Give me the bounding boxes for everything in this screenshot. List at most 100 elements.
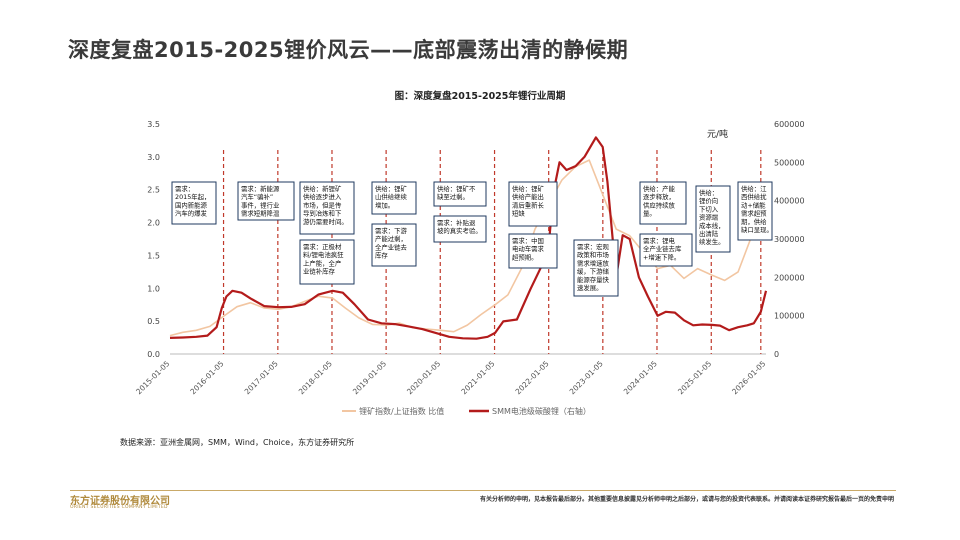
y-left-tick-label: 3.0 bbox=[147, 153, 160, 162]
y-right-tick-label: 600000 bbox=[774, 120, 805, 129]
annotation-text: 供给：产能 bbox=[643, 184, 676, 193]
series-line-lithium-carbonate bbox=[169, 136, 768, 340]
figure-caption: 图：深度复盘2015-2025年锂行业周期 bbox=[394, 91, 566, 102]
annotation-text: 下切入 bbox=[699, 205, 719, 213]
y-right-tick-label: 0 bbox=[774, 350, 779, 359]
annotation-box bbox=[371, 181, 417, 215]
annotation-box bbox=[639, 233, 693, 267]
y-left-tick-label: 0.5 bbox=[147, 317, 160, 326]
y-right-tick-label: 500000 bbox=[774, 158, 805, 167]
annotation-box bbox=[737, 181, 773, 241]
annotation-text: 供给： bbox=[699, 188, 718, 197]
annotation-text: 西供给扰 bbox=[741, 192, 767, 201]
disclaimer-text: 有关分析师的申明，见本报告最后部分。其他重要信息披露见分析师申明之后部分，或请与… bbox=[479, 496, 894, 503]
annotation-text: +增速下降。 bbox=[643, 252, 680, 261]
y-right-tick-label: 100000 bbox=[774, 312, 805, 321]
annotation-text: 2015年起， bbox=[175, 192, 210, 201]
annotation-text: 缺至过剩。 bbox=[437, 192, 469, 201]
annotation-text: 导到冶炼和下 bbox=[303, 209, 342, 218]
annotation-text: 需求短期降温 bbox=[241, 209, 280, 218]
annotation-text: 短缺 bbox=[512, 209, 525, 218]
annotation-text: 供给：新锂矿 bbox=[303, 184, 342, 193]
annotation-text: 事件，锂行业 bbox=[241, 200, 280, 209]
annotation-text: 需求：锂电 bbox=[643, 236, 676, 245]
y-left-tick-label: 0.0 bbox=[147, 350, 160, 359]
x-tick-label: 2017-01-05 bbox=[243, 359, 280, 396]
x-tick-label: 2016-01-05 bbox=[188, 359, 225, 396]
annotation-box bbox=[171, 181, 217, 225]
annotation-text: 需求增速放 bbox=[577, 258, 610, 267]
y-left-tick-label: 2.5 bbox=[147, 186, 160, 195]
annotation-text: 产能过剩， bbox=[375, 234, 407, 243]
y-right-tick-label: 300000 bbox=[774, 235, 805, 244]
annotation-text: 供应持续放 bbox=[643, 200, 676, 209]
y-right-tick-label: 200000 bbox=[774, 273, 805, 282]
annotation-box bbox=[573, 239, 619, 297]
x-tick-label: 2026-01-05 bbox=[730, 359, 767, 396]
annotation-text: 山供给继续 bbox=[375, 192, 408, 201]
x-tick-label: 2025-01-05 bbox=[676, 359, 713, 396]
annotation-text: 速发展。 bbox=[577, 283, 603, 292]
annotation-text: 游仍需要时间。 bbox=[303, 217, 348, 226]
annotation-text: 超预期。 bbox=[512, 252, 538, 261]
annotation-text: 清后重新长 bbox=[512, 200, 545, 209]
annotation-text: 国内新能源 bbox=[175, 200, 208, 209]
annotation-text: 政策和市场 bbox=[577, 250, 609, 259]
x-tick-label: 2022-01-05 bbox=[514, 359, 551, 396]
annotation-text: 供给产能出 bbox=[512, 192, 544, 201]
annotation-text: 需求：宏观 bbox=[577, 242, 610, 251]
annotation-text: 增加。 bbox=[375, 200, 394, 209]
annotation-box bbox=[299, 181, 355, 235]
annotation-text: 量。 bbox=[643, 210, 656, 218]
company-logo: 东方证券股份有限公司 bbox=[70, 496, 170, 507]
annotation-box bbox=[508, 181, 558, 227]
y-right-tick-label: 400000 bbox=[774, 197, 805, 206]
annotation-box bbox=[433, 215, 487, 243]
annotation-text: 上产能，全产 bbox=[303, 258, 341, 267]
annotation-text: 供给逐步进入 bbox=[303, 192, 342, 201]
annotation-text: 需求：正极材 bbox=[303, 242, 342, 251]
annotation-text: 库存 bbox=[375, 251, 388, 260]
annotation-text: 续发生。 bbox=[699, 237, 725, 246]
annotation-text: 成本线， bbox=[699, 221, 725, 230]
y-left-tick-label: 3.5 bbox=[147, 120, 160, 129]
annotation-text: 汽车的爆发 bbox=[175, 209, 208, 218]
annotation-text: 需求：下游 bbox=[375, 226, 408, 235]
annotation-text: 需求：补贴退 bbox=[437, 218, 476, 227]
annotation-text: 需求超预 bbox=[741, 209, 767, 218]
annotation-text: 期，供给 bbox=[741, 217, 767, 226]
annotation-text: 需求：新能源 bbox=[241, 184, 280, 193]
x-tick-label: 2021-01-05 bbox=[459, 359, 496, 396]
annotation-text: 供给：锂矿不 bbox=[437, 184, 476, 193]
annotation-box bbox=[508, 233, 558, 269]
x-tick-label: 2020-01-05 bbox=[405, 359, 442, 396]
annotation-text: 全产业链去库 bbox=[643, 244, 682, 253]
x-tick-label: 2023-01-05 bbox=[568, 359, 605, 396]
annotation-text: 业链补库存 bbox=[303, 267, 336, 276]
annotation-box bbox=[237, 181, 295, 221]
y-left-tick-label: 2.0 bbox=[147, 219, 160, 228]
annotation-text: 动+储能 bbox=[741, 200, 766, 209]
annotation-text: 需求：中国 bbox=[512, 236, 544, 245]
slide-title: 深度复盘2015-2025锂价风云——底部震荡出清的静候期 bbox=[68, 38, 629, 62]
annotation-text: 市场，但是传 bbox=[303, 200, 342, 209]
x-tick-label: 2015-01-05 bbox=[134, 359, 171, 396]
legend-label-lithium-carbonate: SMM电池级碳酸锂（右轴） bbox=[492, 406, 591, 416]
annotation-box bbox=[299, 239, 355, 285]
annotation-text: 电动车需求 bbox=[512, 244, 545, 253]
annotation-text: 出清陆 bbox=[699, 229, 719, 238]
annotation-text: 资源端 bbox=[699, 213, 719, 222]
annotation-box bbox=[371, 223, 417, 267]
annotation-text: 逐步释放， bbox=[643, 192, 675, 201]
annotation-text: 汽车“骗补” bbox=[241, 192, 273, 201]
footer-divider bbox=[70, 490, 896, 491]
annotation-text: 缺口显现。 bbox=[741, 225, 773, 234]
annotation-text: 供给：江 bbox=[741, 184, 767, 193]
data-source: 数据来源：亚洲金属网，SMM，Wind，Choice，东方证券研究所 bbox=[120, 438, 355, 447]
annotation-text: 全产业链去 bbox=[375, 242, 408, 251]
annotation-text: 能源存量快 bbox=[577, 275, 610, 284]
y-right-unit: 元/吨 bbox=[707, 128, 728, 140]
x-tick-label: 2018-01-05 bbox=[297, 359, 334, 396]
annotation-text: 锂价向 bbox=[699, 196, 718, 205]
